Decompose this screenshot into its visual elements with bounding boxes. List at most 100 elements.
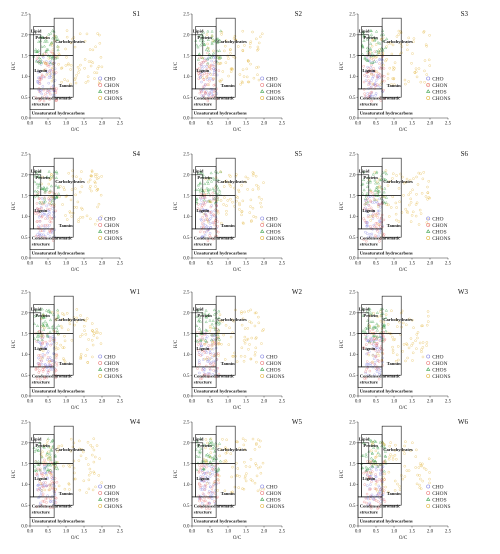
data-point: [198, 319, 202, 323]
data-point: [384, 313, 388, 316]
y-tick-label: 1.0: [21, 353, 28, 358]
panel-tag: W2: [292, 288, 303, 296]
x-tick-label: 0.5: [373, 122, 380, 127]
data-point: [369, 506, 373, 510]
data-point: [196, 45, 200, 49]
data-point: [391, 351, 395, 354]
data-point: [69, 198, 73, 202]
data-point: [254, 216, 258, 219]
data-point: [47, 209, 51, 213]
x-axis-label: O/C: [399, 268, 408, 273]
data-point: [44, 92, 47, 96]
data-point: [377, 212, 381, 216]
data-point: [256, 49, 259, 52]
data-point: [55, 171, 59, 175]
data-point: [412, 40, 415, 43]
data-point: [210, 34, 214, 37]
x-tick-label: 2.5: [117, 122, 124, 127]
data-point: [49, 506, 52, 509]
data-point: [425, 344, 428, 347]
data-point: [379, 86, 382, 89]
data-point: [382, 476, 385, 479]
data-point: [235, 462, 238, 465]
y-tick-label: 1.5: [349, 194, 356, 199]
data-point: [45, 36, 49, 39]
data-point: [207, 312, 211, 316]
legend-label: CHO: [104, 216, 115, 222]
data-point: [199, 187, 203, 190]
data-point: [371, 332, 374, 335]
data-point: [44, 340, 48, 344]
data-point: [68, 210, 72, 213]
data-point: [45, 70, 49, 74]
data-point: [383, 79, 386, 83]
data-point: [206, 51, 209, 55]
data-point: [42, 324, 46, 328]
data-point: [206, 46, 210, 49]
data-point: [218, 79, 221, 83]
data-point: [34, 459, 38, 463]
legend-label: CHOS: [266, 497, 280, 503]
data-point: [39, 76, 42, 79]
data-point: [95, 328, 98, 331]
data-point: [362, 217, 365, 220]
data-point: [97, 65, 101, 68]
data-point: [378, 231, 381, 235]
data-point: [202, 42, 206, 46]
data-point: [51, 486, 54, 489]
region-box: [29, 88, 55, 110]
data-point: [369, 363, 373, 367]
data-point: [203, 90, 207, 94]
data-point: [217, 335, 220, 339]
data-point: [49, 368, 53, 371]
data-point: [425, 221, 429, 224]
data-point: [202, 219, 206, 222]
data-point: [198, 499, 201, 503]
region-label: Tannin: [221, 361, 235, 366]
data-point: [370, 79, 373, 82]
data-point: [206, 189, 210, 192]
data-point: [53, 360, 56, 364]
data-point: [245, 67, 248, 71]
legend-label: CHON: [266, 83, 281, 89]
data-point: [203, 209, 206, 212]
data-point: [393, 453, 397, 457]
data-point: [86, 348, 89, 351]
data-point: [363, 94, 367, 98]
data-point: [240, 210, 243, 214]
data-point: [201, 486, 204, 489]
data-point: [47, 445, 51, 449]
region-label: Lignin: [196, 68, 209, 73]
data-point: [37, 213, 40, 216]
data-point: [411, 342, 415, 345]
data-point: [199, 338, 203, 342]
scatter-plot: 0.0 0.5 1.0 1.5 2.0 2.50.00.51.01.52.02.5O/CH…: [174, 288, 303, 411]
data-point: [208, 502, 211, 506]
data-point: [54, 91, 58, 95]
data-point: [83, 58, 87, 61]
data-point: [379, 488, 382, 491]
y-tick-label: 2.0: [183, 312, 190, 317]
data-point: [202, 30, 206, 34]
data-point: [204, 59, 208, 63]
data-point: [35, 314, 39, 317]
data-point: [42, 315, 46, 318]
data-point: [69, 449, 73, 453]
data-point: [369, 199, 372, 202]
data-point: [37, 235, 41, 238]
data-point: [252, 215, 255, 218]
region-box: [357, 333, 362, 368]
data-point: [415, 347, 418, 350]
data-point: [368, 326, 372, 329]
x-tick-label: 0.5: [373, 262, 380, 267]
data-point: [404, 359, 407, 363]
data-point: [224, 459, 227, 462]
data-point: [222, 203, 225, 206]
data-point: [260, 205, 263, 209]
data-point: [377, 478, 381, 481]
legend-label: CHOS: [104, 89, 118, 95]
data-point: [371, 94, 375, 98]
data-point: [367, 67, 370, 70]
data-point: [34, 368, 38, 371]
data-point: [251, 188, 255, 191]
